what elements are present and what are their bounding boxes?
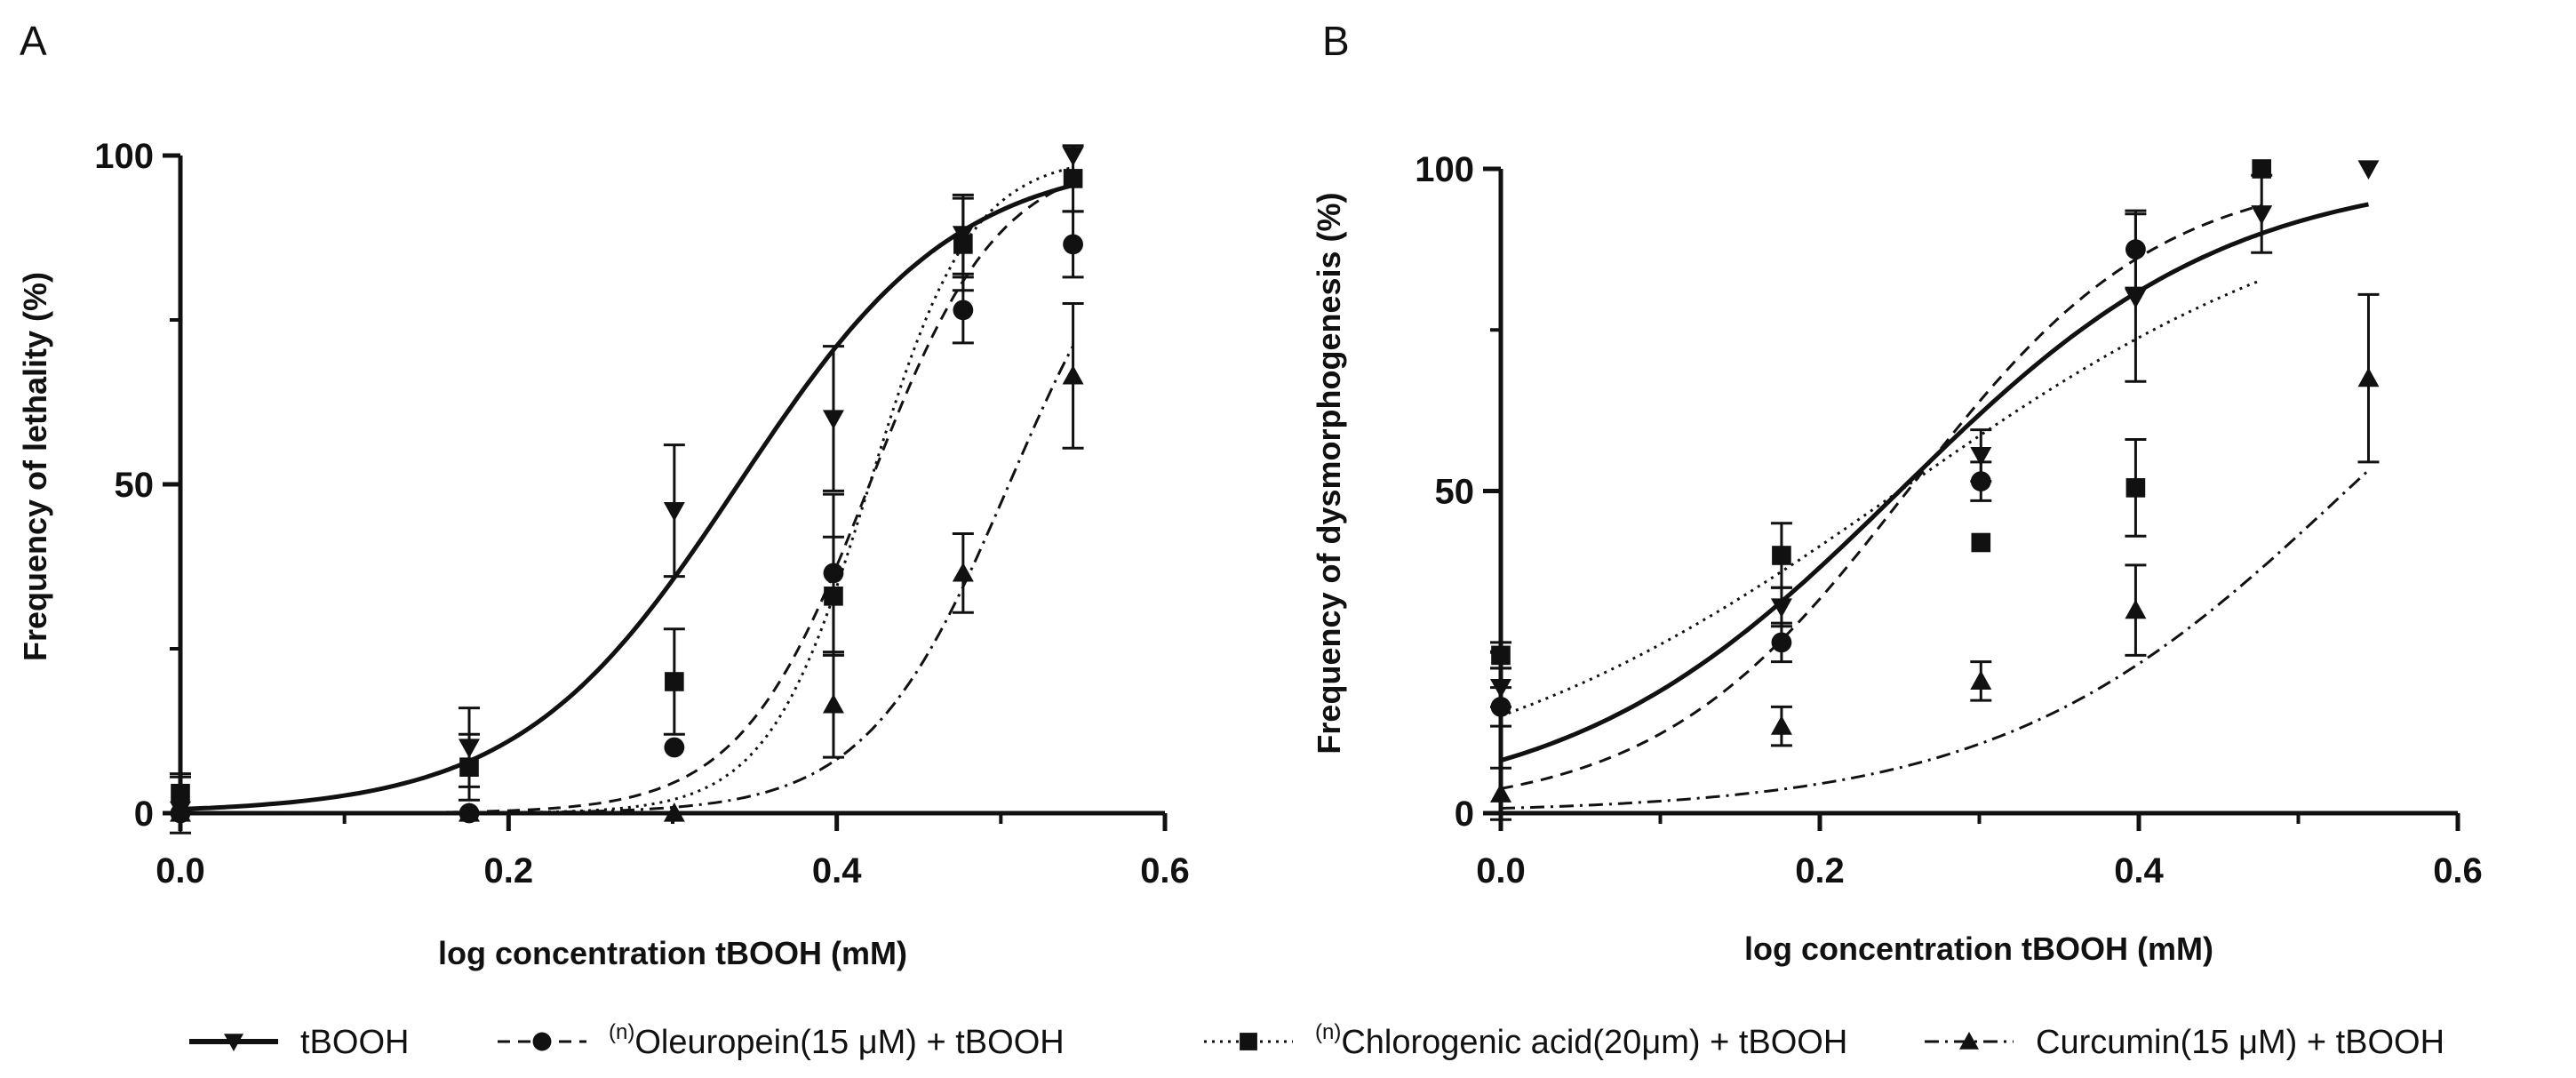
data-point xyxy=(952,562,974,582)
fit-curve xyxy=(1500,469,2370,810)
panel-label: A xyxy=(20,18,47,64)
fit-curve xyxy=(180,181,1074,815)
data-point xyxy=(1970,471,1991,492)
y-tick-label: 50 xyxy=(1435,473,1475,512)
series-tbooh xyxy=(1490,160,2380,763)
y-tick-label: 100 xyxy=(94,137,154,176)
data-point xyxy=(2125,289,2147,308)
panel-b-dysmorphogenesis-chart: B 0.0 0.2 0.4 0.6 0 50 100 log concentration tBO… xyxy=(1311,18,2483,967)
data-point xyxy=(170,803,191,822)
data-point xyxy=(1490,783,1511,803)
data-point xyxy=(2357,367,2380,387)
x-tick-label: 0.6 xyxy=(1140,851,1190,890)
data-point xyxy=(1970,447,1992,467)
x-tick-label: 0.0 xyxy=(1476,851,1526,890)
legend-marker xyxy=(1240,1033,1257,1050)
data-point xyxy=(953,235,973,254)
data-point xyxy=(1491,645,1511,666)
x-tick-label: 0.6 xyxy=(2433,851,2483,890)
data-point xyxy=(1971,532,1991,553)
legend-item-oleuropein: (n)Oleuropein(15 μM) + tBOOH xyxy=(498,1020,1065,1061)
x-tick-label: 0.2 xyxy=(1795,851,1845,890)
legend-label: (n)Oleuropein(15 μM) + tBOOH xyxy=(609,1020,1065,1061)
data-point xyxy=(824,587,843,606)
legend-marker xyxy=(532,1032,552,1051)
fit-curve xyxy=(1500,204,2262,790)
fit-curve xyxy=(179,182,1074,811)
data-point xyxy=(2357,160,2380,180)
data-point xyxy=(459,803,481,822)
series-tbooh xyxy=(170,147,1084,834)
panel-a-lethality-chart: A 0.0 0.2 0.4 0.6 0 50 100 log concentration tBO… xyxy=(17,18,1190,971)
data-point xyxy=(1063,169,1083,188)
x-tick-label: 0.4 xyxy=(812,851,862,890)
legend-marker xyxy=(224,1034,243,1051)
x-tick-label: 0.4 xyxy=(2114,851,2164,890)
legend-label: tBOOH xyxy=(300,1024,409,1061)
y-tick-label: 50 xyxy=(115,466,155,505)
data-point xyxy=(459,757,479,777)
y-axis-title: Frequency of dysmorphogenesis (%) xyxy=(1311,192,1347,754)
series-oleuropein-15-m-tbooh xyxy=(170,181,1084,824)
series-curcumin-15-m-tbooh xyxy=(1490,292,2380,821)
y-tick-label: 100 xyxy=(1415,150,1474,189)
data-point xyxy=(663,502,685,522)
legend-label: Curcumin(15 μM) + tBOOH xyxy=(2036,1024,2444,1061)
x-axis-title: log concentration tBOOH (mM) xyxy=(438,935,907,971)
data-point xyxy=(1490,696,1511,717)
data-point xyxy=(2252,159,2272,179)
data-point xyxy=(1770,598,1792,618)
data-point xyxy=(1063,234,1083,255)
data-point xyxy=(2125,478,2146,498)
data-point xyxy=(822,693,844,714)
legend-item-curcumin: Curcumin(15 μM) + tBOOH xyxy=(1925,1024,2444,1061)
data-point xyxy=(822,410,844,429)
y-tick-label: 0 xyxy=(134,795,154,834)
fit-curve xyxy=(1500,202,2370,763)
data-point xyxy=(1970,670,1992,690)
data-point xyxy=(2251,205,2273,225)
data-point xyxy=(1772,546,1791,565)
series-oleuropein-15-m-tbooh xyxy=(1490,204,2262,790)
x-tick-label: 0.2 xyxy=(484,851,534,890)
panel-label: B xyxy=(1322,18,1350,64)
data-point xyxy=(953,299,974,321)
legend-label: (n)Chlorogenic acid(20μm) + tBOOH xyxy=(1315,1020,1847,1061)
data-point xyxy=(664,737,685,758)
y-axis-title: Frequency of lethality (%) xyxy=(17,272,53,661)
legend-item-tbooh: tBOOH xyxy=(189,1024,409,1061)
series-chlorogenic-acid-20-m-tbooh xyxy=(170,144,1084,815)
data-point xyxy=(665,672,684,691)
data-point xyxy=(2125,239,2146,260)
data-point xyxy=(1062,364,1084,385)
y-tick-label: 0 xyxy=(1455,795,1474,834)
data-point xyxy=(1771,632,1792,653)
fit-curve xyxy=(180,165,1073,815)
data-point xyxy=(663,803,685,822)
series-chlorogenic-acid-20-m-tbooh xyxy=(1490,159,2272,717)
legend: tBOOH (n)Oleuropein(15 μM) + tBOOH (n)Chlo… xyxy=(189,1020,2444,1061)
data-point xyxy=(2125,599,2147,619)
data-point xyxy=(1770,715,1792,735)
series-curcumin-15-m-tbooh xyxy=(170,302,1084,822)
x-tick-label: 0.0 xyxy=(156,851,205,890)
legend-marker xyxy=(1959,1032,1979,1050)
data-point xyxy=(171,784,190,803)
fit-curve xyxy=(1500,278,2262,717)
fit-curve xyxy=(180,345,1074,815)
legend-item-chlorogenic-acid: (n)Chlorogenic acid(20μm) + tBOOH xyxy=(1204,1020,1847,1061)
x-axis-title: log concentration tBOOH (mM) xyxy=(1744,930,2213,967)
